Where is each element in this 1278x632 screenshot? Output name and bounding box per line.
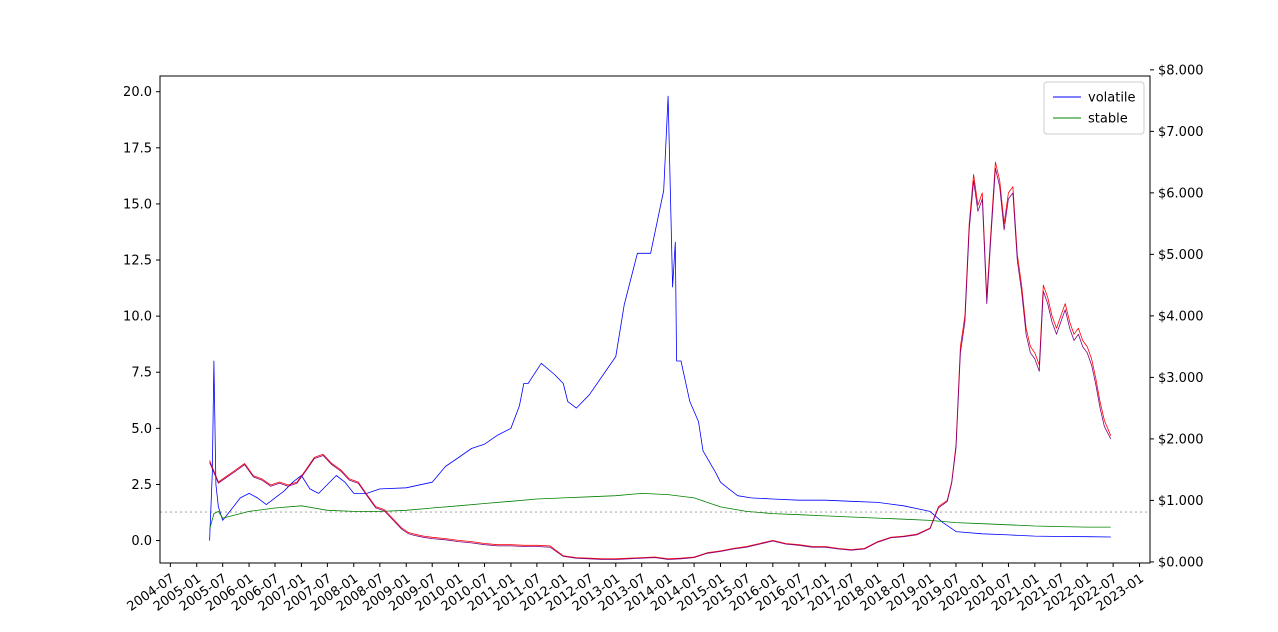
legend: volatile stable (1043, 81, 1145, 135)
y-axis-right: $0.000 $1.000 $2.000 $3.000 $4.000 $5.000 $6.0… (1150, 63, 1204, 570)
y-axis-left: 0.0 2.5 5.0 7.5 10.0 12.5 15.0 17.5 20.0 (123, 85, 160, 549)
y2-tick-label: $7.000 (1158, 125, 1204, 140)
series-line-stable (209, 492, 1111, 530)
plot-area (160, 95, 1150, 560)
y-tick-label: 7.5 (131, 366, 152, 381)
x-axis: 2004-072005-012005-072006-012006-072007-… (125, 563, 1147, 615)
axes-frame (159, 75, 1151, 564)
y2-tick-label: $6.000 (1158, 186, 1204, 201)
series-line-line-2 (209, 161, 1112, 560)
y2-tick-label: $3.000 (1158, 371, 1204, 386)
legend-box (1043, 81, 1145, 135)
y2-tick-label: $5.000 (1158, 248, 1204, 263)
legend-label-stable: stable (1088, 112, 1128, 127)
y2-tick-label: $4.000 (1158, 309, 1204, 324)
y-tick-label: 5.0 (131, 422, 152, 437)
y-tick-label: 17.5 (123, 141, 152, 156)
y-tick-label: 20.0 (123, 85, 152, 100)
series-line-volatile (209, 95, 1111, 541)
y-tick-label: 2.5 (131, 478, 152, 493)
y-tick-label: 0.0 (131, 534, 152, 549)
y-tick-label: 15.0 (123, 197, 152, 212)
y2-tick-label: $0.000 (1158, 555, 1204, 570)
y-tick-label: 10.0 (123, 310, 152, 325)
y-tick-label: 12.5 (123, 254, 152, 269)
y2-tick-label: $2.000 (1158, 432, 1204, 447)
y2-tick-label: $1.000 (1158, 494, 1204, 509)
legend-label-volatile: volatile (1088, 91, 1136, 106)
y2-tick-label: $8.000 (1158, 63, 1204, 78)
series-line-line-3 (209, 167, 1112, 560)
